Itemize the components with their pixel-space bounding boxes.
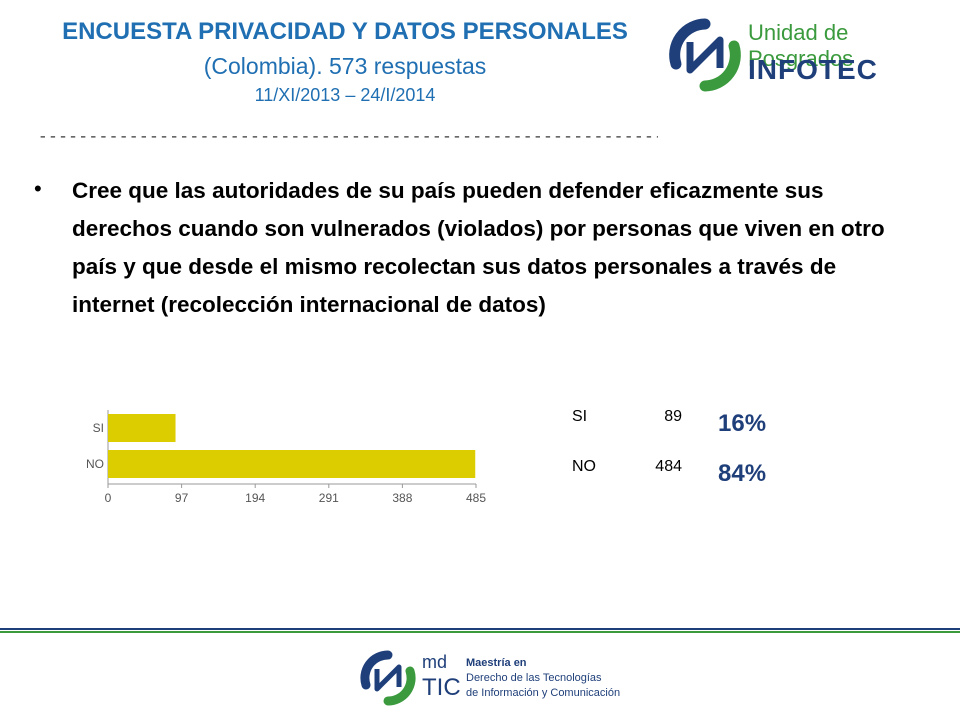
x-tick-label: 291 [319, 491, 339, 505]
infotec-emblem-icon [669, 18, 741, 92]
result-percent: 84% [718, 460, 767, 487]
bar-no [108, 450, 476, 478]
program-description: Maestría en Derecho de las Tecnologías d… [466, 656, 620, 701]
result-percent: 16% [718, 410, 767, 437]
infotec-logo: Unidad de Posgrados INFOTEC [668, 14, 953, 94]
program-line-3: de Información y Comunicación [466, 687, 621, 699]
result-label: NO [572, 458, 596, 475]
x-tick-label: 0 [105, 491, 112, 505]
x-tick-label: 485 [466, 491, 486, 505]
mdtic-emblem-icon [360, 650, 416, 706]
logo-unit-text: Unidad de Posgrados [748, 20, 854, 71]
results-table: SI 89 16% NO 484 84% [572, 408, 812, 498]
logo-brand-text: INFOTEC [748, 54, 878, 85]
result-label: SI [572, 408, 588, 425]
bar-si [108, 414, 176, 442]
y-tick-label: NO [86, 457, 104, 471]
x-tick-label: 388 [392, 491, 412, 505]
x-tick-label: 97 [175, 491, 189, 505]
y-tick-label: SI [93, 421, 104, 435]
slide-title: ENCUESTA PRIVACIDAD Y DATOS PERSONALES [62, 18, 628, 45]
result-row-no: NO 484 84% [572, 458, 812, 498]
program-line-2: Derecho de las Tecnologías [466, 672, 602, 684]
footer-divider [0, 628, 960, 633]
survey-question: Cree que las autoridades de su país pued… [72, 178, 885, 317]
logo-md-text: md [422, 652, 448, 672]
result-count: 484 [655, 458, 682, 475]
program-line-1: Maestría en [466, 657, 527, 669]
x-tick-label: 194 [245, 491, 265, 505]
bullet-icon: • [34, 176, 42, 201]
survey-dates: 11/XI/2013 – 24/I/2014 [254, 85, 436, 105]
slide-header: ENCUESTA PRIVACIDAD Y DATOS PERSONALES (… [0, 14, 690, 108]
result-row-si: SI 89 16% [572, 408, 812, 448]
dashed-separator: ----------------------------------------… [38, 128, 658, 146]
bar-chart: SI NO 0 97 194 291 388 485 [86, 410, 486, 505]
slide-subtitle: (Colombia). 573 respuestas [203, 53, 487, 79]
mdtic-logo: md TIC Maestría en Derecho de las Tecnol… [360, 648, 680, 712]
logo-tic-text: TIC [422, 674, 461, 701]
result-count: 89 [664, 408, 682, 425]
question-bullet: • Cree que las autoridades de su país pu… [34, 172, 914, 324]
